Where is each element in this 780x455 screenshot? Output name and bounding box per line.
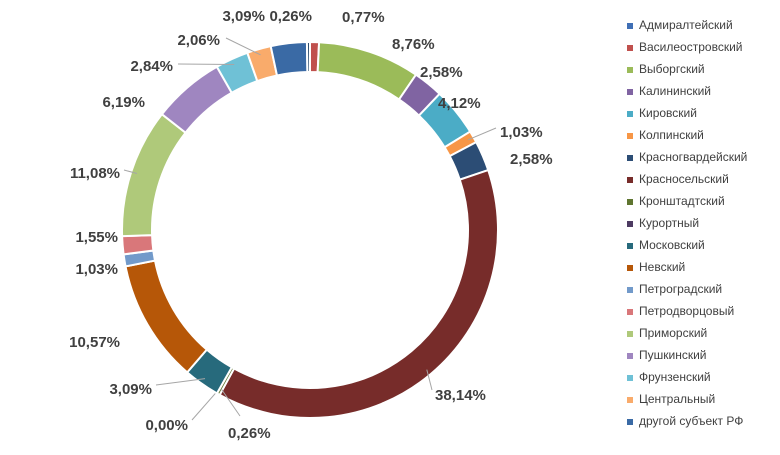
legend-entry: Колпинский <box>639 128 704 142</box>
data-label: 0,00% <box>145 417 188 434</box>
legend-swatch <box>627 45 633 51</box>
data-label: 2,06% <box>177 32 220 49</box>
legend-entry: Калининский <box>639 84 711 98</box>
legend-entry: другой субъект РФ <box>639 414 743 428</box>
label-leader-line <box>177 63 235 66</box>
legend-swatch <box>627 287 633 293</box>
legend-swatch <box>627 221 633 227</box>
legend-entry: Кронштадтский <box>639 194 725 208</box>
legend-swatch <box>627 23 633 29</box>
donut-slice <box>305 40 311 74</box>
legend-entry: Василеостровский <box>639 40 742 54</box>
data-label: 2,58% <box>510 151 553 168</box>
data-label: 3,09% <box>222 8 265 25</box>
legend-entry: Красносельский <box>639 172 729 186</box>
legend-entry: Петродворцовый <box>639 304 734 318</box>
legend-swatch <box>627 133 633 139</box>
label-leader-line <box>220 388 241 417</box>
label-leader-line <box>225 37 261 56</box>
data-label: 0,77% <box>342 9 385 26</box>
legend-swatch <box>627 111 633 117</box>
legend-swatch <box>627 67 633 73</box>
data-label: 1,03% <box>75 261 118 278</box>
data-label: 1,03% <box>500 124 543 141</box>
legend-entry: Приморский <box>639 326 707 340</box>
legend-swatch <box>627 243 633 249</box>
data-label: 0,26% <box>228 425 271 442</box>
legend-swatch <box>627 397 633 403</box>
legend-swatch <box>627 265 633 271</box>
data-label: 4,12% <box>438 95 481 112</box>
legend-swatch <box>627 89 633 95</box>
legend-entry: Московский <box>639 238 705 252</box>
legend-swatch <box>627 331 633 337</box>
data-label: 8,76% <box>392 36 435 53</box>
data-label: 38,14% <box>435 387 486 404</box>
legend-entry: Невский <box>639 260 685 274</box>
label-leader-line <box>155 378 206 386</box>
legend-entry: Выборгский <box>639 62 705 76</box>
legend-entry: Фрунзенский <box>639 370 711 384</box>
donut-slice <box>218 168 499 419</box>
legend-entry: Центральный <box>639 392 715 406</box>
donut-slice <box>124 259 209 374</box>
legend-swatch <box>627 353 633 359</box>
data-label: 1,55% <box>75 229 118 246</box>
legend-swatch <box>627 375 633 381</box>
legend-swatch <box>627 155 633 161</box>
data-label: 10,57% <box>69 334 120 351</box>
legend-entry: Адмиралтейский <box>639 18 733 32</box>
legend-swatch <box>627 419 633 425</box>
legend-swatch <box>627 309 633 315</box>
label-leader-line <box>467 127 497 141</box>
donut-slice <box>160 65 234 135</box>
donut-slice <box>269 41 309 77</box>
legend-entry: Петроградский <box>639 282 722 296</box>
label-leader-line <box>426 369 433 391</box>
legend-entry: Красногвардейский <box>639 150 747 164</box>
legend-entry: Кировский <box>639 106 697 120</box>
legend-swatch <box>627 177 633 183</box>
data-label: 11,08% <box>70 165 120 182</box>
legend-entry: Пушкинский <box>639 348 707 362</box>
data-label: 2,58% <box>420 64 463 81</box>
label-leader-line <box>123 169 138 175</box>
data-label: 2,84% <box>130 58 173 75</box>
legend-entry: Курортный <box>639 216 699 230</box>
data-label: 0,26% <box>269 8 312 25</box>
legend-swatch <box>627 199 633 205</box>
data-label: 3,09% <box>109 381 152 398</box>
data-label: 6,19% <box>102 94 145 111</box>
donut-slice <box>121 234 155 256</box>
donut-slice <box>121 112 187 238</box>
